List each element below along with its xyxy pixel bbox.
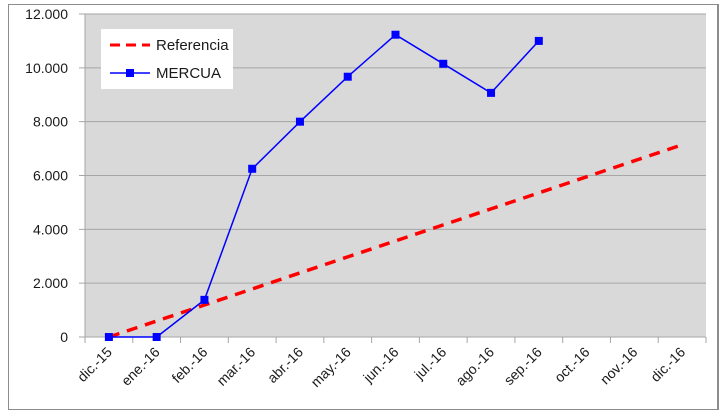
y-tick-label: 0 xyxy=(60,329,68,345)
y-tick-label: 2.000 xyxy=(33,275,68,291)
data-point-marker xyxy=(248,164,257,173)
x-tick-label: feb.-16 xyxy=(168,344,210,386)
legend-label: Referencia xyxy=(156,36,229,54)
legend-item-referencia: Referencia xyxy=(110,35,229,55)
data-point-marker xyxy=(439,59,448,68)
x-tick-label: abr.-16 xyxy=(264,344,306,386)
data-point-marker xyxy=(104,333,113,341)
x-tick-label: oct.-16 xyxy=(551,344,593,386)
y-tick-label: 10.000 xyxy=(25,60,68,76)
x-tick-label: jun.-16 xyxy=(359,344,401,386)
data-point-marker xyxy=(200,295,209,304)
x-tick-label: may.-16 xyxy=(308,344,354,390)
data-point-marker xyxy=(534,36,543,45)
data-point-marker xyxy=(487,88,496,97)
x-tick-label: ene.-16 xyxy=(118,344,163,389)
legend: Referencia MERCUA xyxy=(101,29,233,89)
series-line-mercua xyxy=(108,33,540,338)
data-point-marker xyxy=(152,333,161,341)
x-tick-label: nov.-16 xyxy=(597,344,641,388)
legend-label: MERCUA xyxy=(156,64,222,82)
y-tick-label: 4.000 xyxy=(33,221,68,237)
x-tick-label: sep.-16 xyxy=(501,344,545,388)
y-tick-label: 12.000 xyxy=(25,6,68,22)
data-point-marker xyxy=(295,117,304,126)
x-tick-label: dic.-16 xyxy=(647,344,688,385)
x-tick-label: mar.-16 xyxy=(213,344,258,389)
data-point-marker xyxy=(343,72,352,81)
square-marker-line-icon xyxy=(110,69,150,77)
y-tick-label: 8.000 xyxy=(33,114,68,130)
x-tick-label: jul.-16 xyxy=(410,344,449,383)
dashed-line-icon xyxy=(110,43,150,47)
legend-item-mercua: MERCUA xyxy=(110,63,221,83)
y-tick-label: 6.000 xyxy=(33,168,68,184)
x-tick-label: ago.-16 xyxy=(452,344,497,389)
series-line-referencia xyxy=(108,143,683,339)
x-tick-label: dic.-15 xyxy=(74,344,115,385)
data-point-marker xyxy=(391,30,400,39)
